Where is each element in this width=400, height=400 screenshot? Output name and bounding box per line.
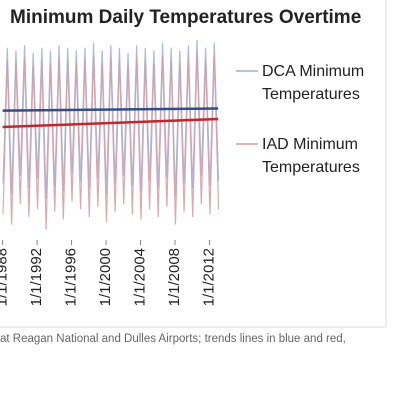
legend-label: DCA Minimum Temperatures: [262, 63, 365, 103]
series-line: [2, 40, 219, 200]
x-tick-label: 1/1/2000: [97, 248, 114, 306]
series-line: [2, 52, 219, 230]
trend-line: [2, 107, 219, 112]
x-tick-label: 1/1/2008: [166, 248, 183, 306]
x-tick-label: 1/1/1988: [0, 248, 11, 306]
x-tick-label: 1/1/1992: [28, 248, 45, 306]
caption: at Reagan National and Dulles Airports; …: [0, 333, 346, 345]
legend-label: IAD Minimum Temperatures: [262, 136, 360, 176]
chart-title: Minimum Daily Temperatures Overtime: [10, 7, 361, 28]
x-tick-label: 1/1/1996: [63, 248, 80, 306]
plot-area: [2, 40, 219, 230]
trend-line: [2, 117, 219, 129]
x-tick-label: 1/1/2004: [132, 248, 149, 306]
x-tick-label: 1/1/2012: [200, 248, 217, 306]
